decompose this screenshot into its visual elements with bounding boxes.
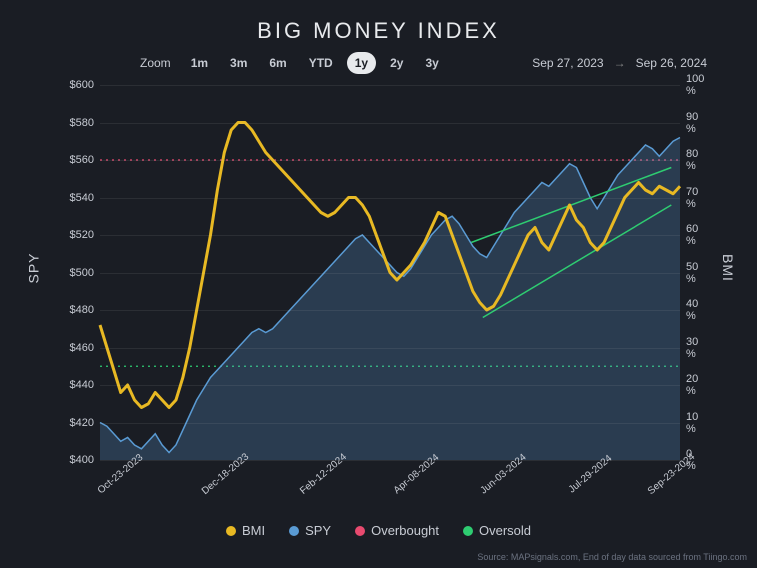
legend-label: SPY [305,523,331,538]
y-left-axis-label: SPY [26,252,42,283]
zoom-btn-3m[interactable]: 3m [222,52,255,74]
plot-area: $400$420$440$460$480$500$520$540$560$580… [100,85,680,460]
zoom-btn-1m[interactable]: 1m [183,52,216,74]
y-right-tick: 50 % [686,261,698,285]
y-left-tick: $500 [70,267,94,279]
date-start[interactable]: Sep 27, 2023 [532,56,603,70]
y-left-tick: $460 [70,342,94,354]
y-right-tick: 30 % [686,336,698,360]
legend-item[interactable]: Oversold [463,523,531,538]
zoom-btn-1y[interactable]: 1y [347,52,376,74]
legend-swatch [463,526,473,536]
zoom-btn-2y[interactable]: 2y [382,52,411,74]
legend-swatch [355,526,365,536]
date-range: Sep 27, 2023 → Sep 26, 2024 [532,56,707,70]
gridline [100,160,680,161]
gridline [100,273,680,274]
gridline [100,123,680,124]
y-right-tick: 90 % [686,111,698,135]
controls-bar: Zoom 1m 3m 6m YTD 1y 2y 3y Sep 27, 2023 → Sep … [0,52,757,74]
gridline [100,85,680,86]
y-right-axis-label: BMI [720,254,736,282]
gridline [100,348,680,349]
y-right-tick: 10 % [686,411,698,435]
zoom-controls: Zoom 1m 3m 6m YTD 1y 2y 3y [140,52,447,74]
legend-label: Overbought [371,523,439,538]
y-right-tick: 60 % [686,223,698,247]
gridline [100,385,680,386]
y-left-tick: $480 [70,304,94,316]
legend-swatch [289,526,299,536]
zoom-label: Zoom [140,56,171,70]
y-left-tick: $520 [70,229,94,241]
y-right-tick: 70 % [686,186,698,210]
source-text: Source: MAPsignals.com, End of day data … [477,552,747,562]
spy-area [100,138,680,461]
y-right-tick: 80 % [686,148,698,172]
legend-label: BMI [242,523,265,538]
y-left-tick: $600 [70,79,94,91]
legend-swatch [226,526,236,536]
zoom-btn-6m[interactable]: 6m [261,52,294,74]
y-left-tick: $440 [70,379,94,391]
legend-item[interactable]: SPY [289,523,331,538]
gridline [100,423,680,424]
y-left-tick: $540 [70,192,94,204]
chart-title: BIG MONEY INDEX [0,0,757,52]
date-end[interactable]: Sep 26, 2024 [636,56,707,70]
zoom-btn-3y[interactable]: 3y [417,52,446,74]
legend: BMI SPY Overbought Oversold [0,523,757,538]
y-left-tick: $400 [70,454,94,466]
gridline [100,235,680,236]
legend-item[interactable]: Overbought [355,523,439,538]
gridline [100,460,680,461]
y-right-tick: 20 % [686,373,698,397]
legend-label: Oversold [479,523,531,538]
chart-container: BIG MONEY INDEX Zoom 1m 3m 6m YTD 1y 2y 3y Sep… [0,0,757,568]
zoom-btn-ytd[interactable]: YTD [301,52,341,74]
arrow-icon: → [614,56,626,70]
legend-item[interactable]: BMI [226,523,265,538]
gridline [100,310,680,311]
y-left-tick: $580 [70,117,94,129]
y-left-tick: $560 [70,154,94,166]
y-left-tick: $420 [70,417,94,429]
y-right-tick: 40 % [686,298,698,322]
gridline [100,198,680,199]
y-right-tick: 100 % [686,73,704,97]
